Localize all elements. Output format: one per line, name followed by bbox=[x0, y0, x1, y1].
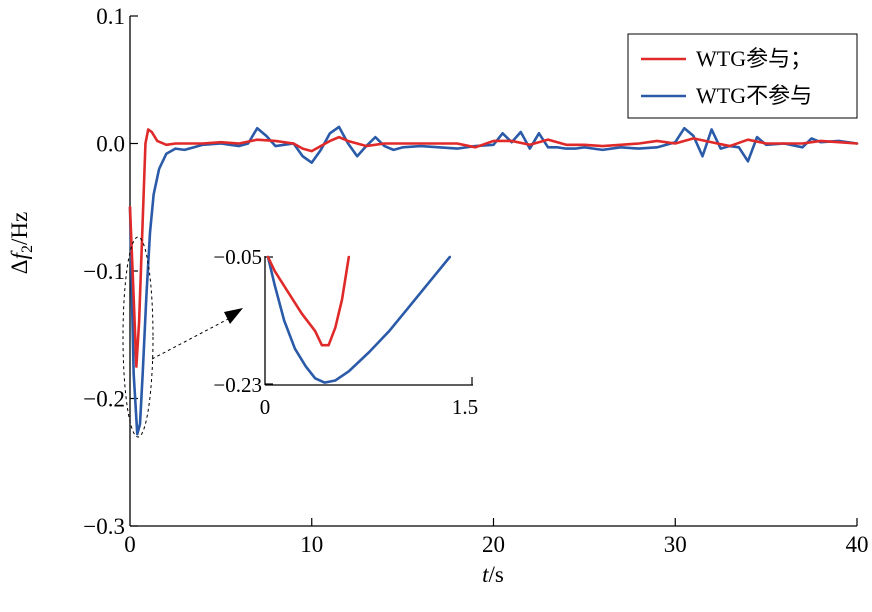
legend: WTG参与； WTG不参与 bbox=[627, 33, 858, 119]
y-tick-label: −0.1 bbox=[83, 259, 125, 284]
inset-x-tick-label-right: 1.5 bbox=[452, 395, 478, 419]
y-tick-label: 0.0 bbox=[96, 132, 125, 157]
inset-y-tick-label-top: −0.05 bbox=[213, 245, 262, 269]
y-tick-label: −0.2 bbox=[83, 387, 125, 412]
y-axis-title: Δf2/Hz bbox=[7, 212, 36, 274]
legend-label-wtg-participating: WTG参与； bbox=[696, 46, 812, 71]
x-tick-label: 20 bbox=[482, 532, 505, 557]
legend-box bbox=[627, 33, 858, 119]
series-line-wtg-not-participating bbox=[128, 125, 859, 436]
zoom-arrowhead bbox=[224, 308, 243, 324]
main-series bbox=[128, 125, 859, 436]
x-tick-label: 0 bbox=[124, 532, 136, 557]
zoom-region-ellipse bbox=[122, 236, 154, 438]
inset-axes: −0.05 −0.23 0 1.5 bbox=[213, 245, 478, 419]
inset-x-tick-label-left: 0 bbox=[260, 395, 271, 419]
x-tick-label: 40 bbox=[846, 532, 869, 557]
x-tick-label: 30 bbox=[664, 532, 687, 557]
x-axis-title: t/s bbox=[482, 562, 504, 587]
inset-y-tick-label-bottom: −0.23 bbox=[213, 373, 262, 397]
inset-line-wtg-not-participating bbox=[266, 255, 452, 384]
zoom-arrow-line bbox=[151, 316, 233, 360]
main-x-ticks: 0 10 20 30 40 bbox=[124, 518, 869, 557]
main-y-ticks: −0.3 −0.2 −0.1 0.0 0.1 bbox=[83, 4, 138, 539]
y-tick-label: −0.3 bbox=[83, 514, 125, 539]
legend-label-wtg-not-participating: WTG不参与 bbox=[696, 83, 812, 108]
x-tick-label: 10 bbox=[300, 532, 323, 557]
inset-line-wtg-participating bbox=[266, 255, 351, 347]
inset-series bbox=[266, 255, 452, 384]
zoom-indicator bbox=[122, 236, 243, 438]
y-tick-label: 0.1 bbox=[96, 4, 125, 29]
series-line-wtg-participating bbox=[128, 128, 859, 368]
